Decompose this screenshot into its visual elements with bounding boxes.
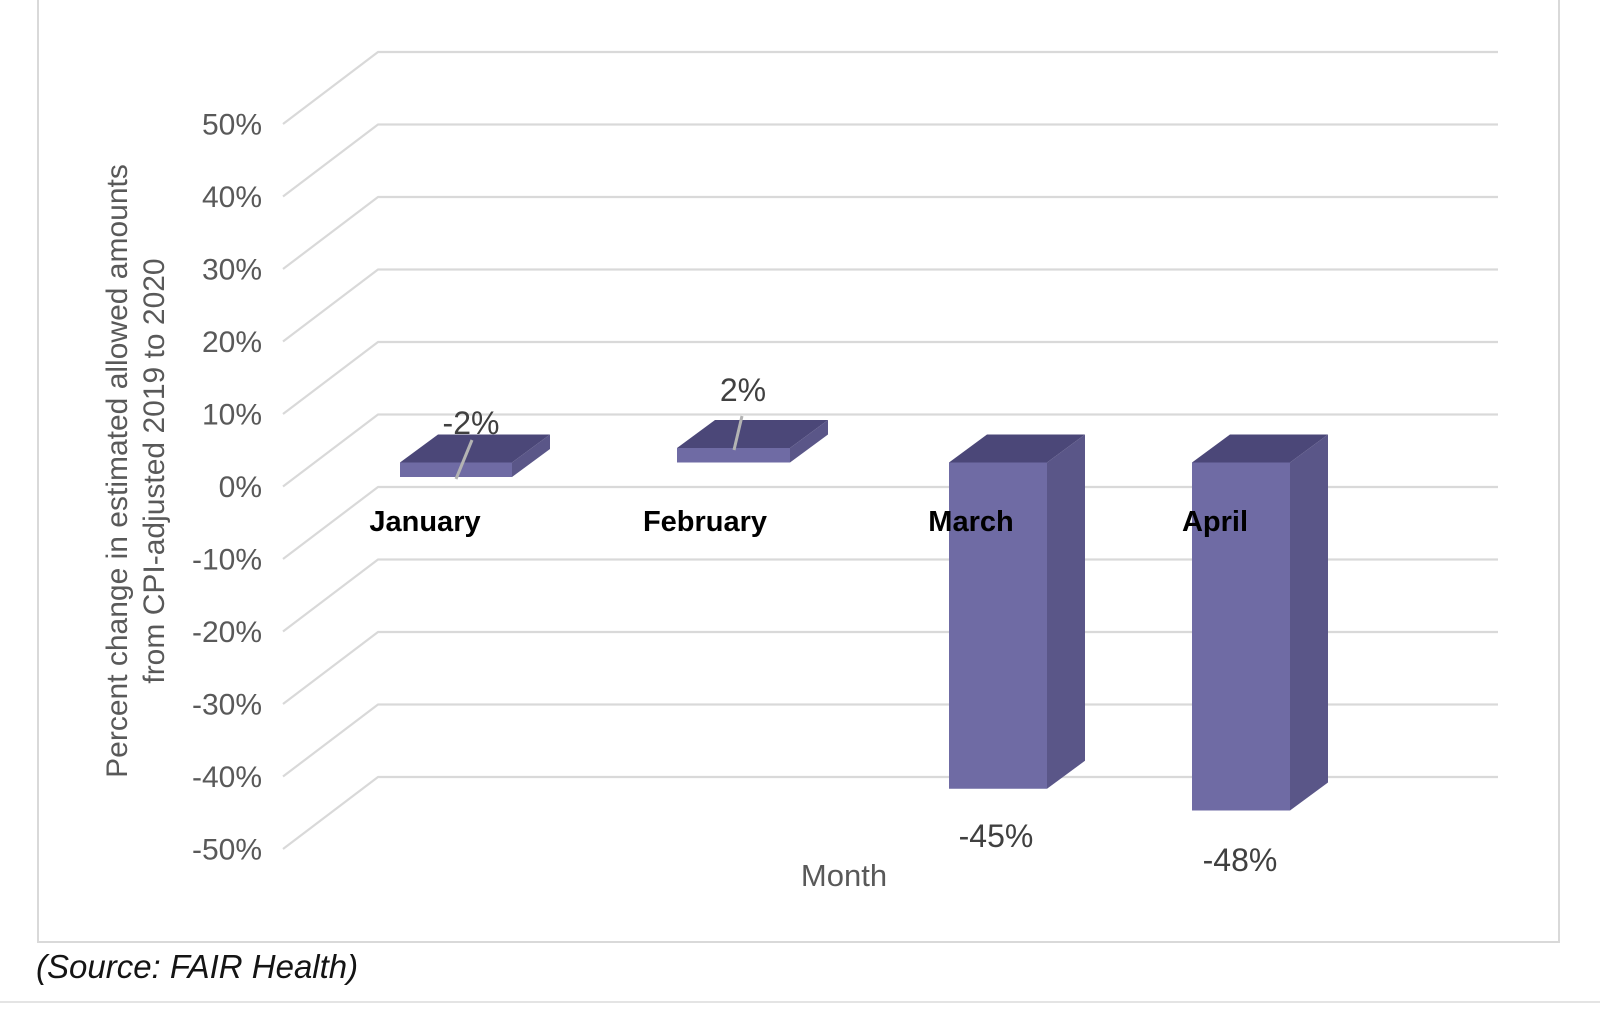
category-label-february: February <box>643 506 767 538</box>
category-label-january: January <box>369 506 480 538</box>
gridline--40% <box>282 703 1498 778</box>
gridline-40% <box>282 123 1498 198</box>
data-label-february: 2% <box>720 372 766 408</box>
bar-february-top-face <box>677 420 828 448</box>
leader-line-january <box>454 439 474 480</box>
bar-april-front-face <box>1192 462 1290 811</box>
data-label-march: -45% <box>959 818 1034 854</box>
category-label-april: April <box>1182 506 1248 538</box>
y-axis-title: Percent change in estimated allowed amou… <box>99 121 175 821</box>
x-axis-title: Month <box>800 858 888 893</box>
bar-january-side-face <box>512 434 550 477</box>
bar-april-top-face <box>1192 434 1328 463</box>
bar-february-side-face <box>790 420 828 463</box>
gridline--20% <box>282 558 1498 633</box>
gridline--50% <box>282 775 1498 850</box>
y-tick-label--30%: -30% <box>192 689 262 722</box>
page-divider-line <box>0 1001 1600 1003</box>
gridline--30% <box>282 630 1498 705</box>
y-tick-label-20%: 20% <box>202 326 262 359</box>
leader-line-february <box>732 415 744 451</box>
y-tick-label-0%: 0% <box>219 471 262 504</box>
y-tick-label--10%: -10% <box>192 544 262 577</box>
y-axis-title-line2: from CPI-adjusted 2019 to 2020 <box>138 258 171 684</box>
data-label-january: -2% <box>443 405 500 441</box>
gridline-50% <box>282 50 1498 125</box>
y-tick-label-30%: 30% <box>202 254 262 287</box>
gridline-0% <box>282 413 1498 488</box>
gridline--10% <box>282 485 1498 560</box>
bar-march-top-face <box>949 434 1085 463</box>
data-label-april: -48% <box>1203 842 1278 878</box>
y-tick-label-40%: 40% <box>202 181 262 214</box>
y-tick-label-50%: 50% <box>202 109 262 142</box>
y-axis-title-line1: Percent change in estimated allowed amou… <box>101 164 134 778</box>
bar-february-front-face <box>677 448 790 463</box>
source-note: (Source: FAIR Health) <box>36 948 359 985</box>
bar-january-front-face <box>400 462 512 477</box>
y-tick-label--40%: -40% <box>192 761 262 794</box>
gridline-20% <box>282 268 1498 343</box>
y-tick-label-10%: 10% <box>202 399 262 432</box>
bar-march-side-face <box>1047 434 1085 789</box>
gridline-30% <box>282 195 1498 270</box>
bar-march-front-face <box>949 462 1047 789</box>
bar-january-top-face <box>400 434 550 463</box>
y-tick-label--20%: -20% <box>192 616 262 649</box>
category-label-march: March <box>928 506 1013 538</box>
chart-border <box>37 0 1560 943</box>
bar-april-side-face <box>1290 434 1328 811</box>
gridline-10% <box>282 340 1498 415</box>
y-tick-label--50%: -50% <box>192 834 262 867</box>
